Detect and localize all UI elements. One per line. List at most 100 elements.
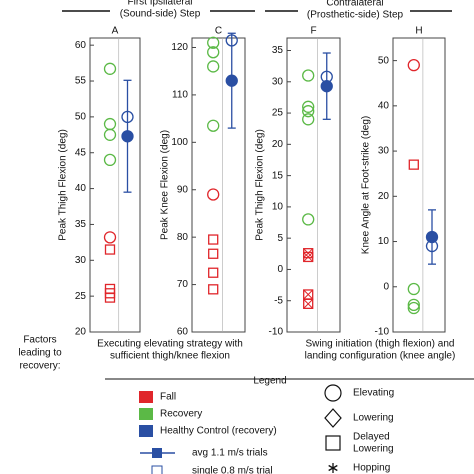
heading: (Prosthetic-side) Step (307, 10, 404, 21)
marker (302, 113, 315, 126)
y-tick-label: 25 (75, 291, 87, 302)
y-tick-label: 45 (75, 147, 87, 158)
y-tick-label: 20 (378, 191, 390, 202)
y-tick-label: 110 (172, 90, 188, 101)
y-tick-label: 15 (272, 170, 284, 181)
marker (302, 105, 315, 118)
legend-title: Legend (253, 376, 286, 387)
legend-label: Lowering (353, 444, 394, 455)
marker-square (104, 244, 116, 255)
plot-frame (191, 37, 246, 333)
y-tick-label: 70 (177, 279, 189, 290)
marker (208, 248, 219, 259)
panel-title: C (215, 26, 222, 37)
legend-swatch (139, 425, 153, 437)
legend-marker (328, 464, 338, 472)
legend-label: Elevating (353, 388, 394, 399)
legend-label: Fall (160, 392, 176, 403)
marker-square (208, 284, 219, 295)
y-tick-label: 50 (378, 55, 390, 66)
legend-swatch (139, 391, 153, 403)
plot-frame (89, 37, 141, 333)
y-tick-label: -10 (269, 327, 284, 338)
marker (225, 34, 238, 47)
marker (302, 213, 315, 226)
legend-marker (325, 435, 341, 451)
y-tick-label: 120 (171, 42, 188, 53)
marker (121, 130, 134, 143)
y-tick-label: 50 (75, 112, 87, 123)
legend-label: avg 1.1 m/s trials (192, 448, 268, 459)
marker-cross (303, 298, 314, 309)
y-tick-label: 20 (75, 327, 87, 338)
marker (425, 230, 439, 244)
note: Executing elevating strategy with (97, 339, 243, 350)
plot-frame (286, 37, 341, 333)
y-tick-label: 0 (277, 264, 283, 275)
marker (103, 62, 117, 75)
marker (103, 128, 117, 141)
y-axis-label: Peak Knee Flexion (deg) (160, 130, 171, 240)
marker (407, 58, 420, 72)
y-tick-label: 60 (177, 327, 189, 338)
y-axis-label: Peak Thigh Flexion (deg) (58, 129, 69, 241)
marker (103, 231, 117, 244)
y-tick-label: 30 (272, 76, 284, 87)
marker-cross (303, 289, 314, 300)
legend-single-marker (151, 465, 163, 474)
plot-frame (392, 37, 446, 333)
marker (104, 244, 116, 255)
heading: Contralateral (326, 0, 383, 9)
marker (103, 153, 117, 167)
heading: (Sound-side) Step (120, 9, 201, 20)
y-tick-label: 100 (171, 137, 188, 148)
y-tick-label: 25 (272, 108, 284, 119)
legend-marker (324, 384, 342, 402)
factors-label: leading to (18, 348, 62, 359)
note: Swing initiation (thigh flexion) and (306, 339, 455, 350)
marker-square (208, 267, 219, 278)
y-tick-label: 40 (75, 183, 87, 194)
y-tick-label: 30 (75, 255, 87, 266)
legend-label: Hopping (353, 463, 390, 474)
marker-cross (303, 248, 314, 259)
marker (207, 46, 220, 59)
y-tick-label: 30 (378, 146, 390, 157)
marker (320, 80, 333, 93)
marker (207, 36, 220, 49)
factors-label: recovery: (19, 361, 60, 372)
panel-title: A (112, 26, 119, 37)
y-tick-label: 5 (277, 233, 283, 244)
y-tick-label: 10 (378, 236, 390, 247)
marker-square (303, 298, 314, 310)
y-tick-label: 20 (272, 139, 284, 150)
legend-avg-marker (152, 448, 162, 458)
legend-marker (324, 408, 342, 428)
factors-label: Factors (23, 335, 56, 346)
marker (207, 188, 220, 201)
marker-cross (303, 252, 314, 262)
legend-label: Healthy Control (recovery) (160, 426, 277, 437)
y-axis-label: Peak Thigh Flexion (deg) (255, 129, 266, 241)
marker (407, 282, 420, 296)
panel-title: H (415, 26, 422, 37)
marker (408, 159, 419, 170)
y-tick-label: 10 (272, 202, 284, 213)
marker (302, 69, 315, 82)
y-tick-label: 60 (75, 40, 87, 51)
note: sufficient thigh/knee flexion (110, 351, 230, 362)
legend-label: single 0.8 m/s trial (192, 466, 273, 474)
y-tick-label: 35 (75, 219, 87, 230)
y-tick-label: 40 (378, 100, 390, 111)
marker (225, 74, 238, 87)
marker (121, 110, 134, 124)
y-tick-label: 55 (75, 76, 87, 87)
legend-label: Lowering (353, 413, 394, 424)
y-tick-label: 80 (177, 232, 189, 243)
heading: First Ipsilateral (127, 0, 192, 8)
y-tick-label: -10 (375, 327, 390, 338)
marker-square (104, 292, 116, 303)
y-tick-label: -5 (274, 295, 283, 306)
marker (303, 251, 314, 263)
